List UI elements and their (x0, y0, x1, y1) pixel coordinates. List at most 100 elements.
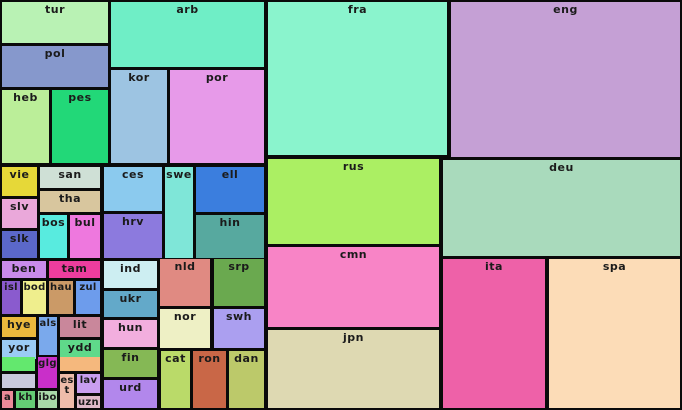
treemap-cell-swh[interactable]: swh (214, 309, 264, 348)
cell-label: pol (44, 47, 66, 60)
treemap-cell-slk[interactable]: slk (2, 231, 37, 258)
cell-label: zul (79, 282, 97, 293)
treemap-cell-tam[interactable]: tam (49, 261, 100, 278)
cell-label: nor (173, 310, 197, 323)
cell-label: bul (74, 216, 96, 229)
treemap-cell-glg[interactable]: glg (38, 357, 57, 388)
cell-label: kh (18, 392, 33, 403)
treemap-cell-ita[interactable]: ita (443, 259, 545, 408)
treemap-cell-ydd[interactable]: ydd (60, 340, 100, 359)
treemap-cell-lav[interactable]: lav (77, 374, 100, 393)
treemap-cell-arb[interactable]: arb (111, 2, 264, 67)
treemap-cell-ibo[interactable]: ibo (38, 391, 57, 408)
treemap-cell-unlabeled-39[interactable] (2, 374, 35, 388)
treemap-cell-uzn[interactable]: uzn (77, 396, 100, 408)
cell-label: glg (38, 358, 57, 369)
cell-label: vie (9, 168, 30, 181)
cell-label: deu (549, 161, 574, 174)
cell-label: swh (225, 310, 253, 323)
cell-label: por (205, 71, 229, 84)
treemap-cell-yor[interactable]: yor (2, 340, 36, 359)
cell-label: als (39, 318, 57, 329)
treemap-cell-fra[interactable]: fra (268, 2, 447, 155)
cell-label: bod (23, 282, 46, 293)
treemap-cell-por[interactable]: por (170, 70, 264, 163)
cell-label: lav (79, 375, 98, 386)
treemap-cell-heb[interactable]: heb (2, 90, 49, 163)
treemap-cell-srp[interactable]: srp (214, 259, 264, 306)
cell-label: rus (342, 160, 365, 173)
treemap-cell-deu[interactable]: deu (443, 160, 680, 256)
cell-label: a (3, 392, 12, 403)
treemap-cell-spa[interactable]: spa (549, 259, 680, 408)
treemap-cell-est[interactable]: est (60, 374, 74, 408)
treemap-cell-ron[interactable]: ron (193, 351, 226, 408)
cell-label: ind (120, 262, 141, 275)
treemap-cell-ukr[interactable]: ukr (104, 291, 157, 317)
cell-label: bos (41, 216, 66, 229)
cell-label: hin (219, 216, 241, 229)
treemap-cell-als[interactable]: als (39, 317, 57, 355)
treemap-cell-kh[interactable]: kh (16, 391, 35, 408)
cell-label: swe (166, 168, 192, 181)
cell-label: uzn (78, 397, 99, 408)
treemap-cell-vie[interactable]: vie (2, 167, 37, 196)
treemap-cell-bos[interactable]: bos (40, 215, 67, 258)
treemap-cell-slv[interactable]: slv (2, 199, 37, 228)
treemap-cell-hun[interactable]: hun (104, 320, 157, 347)
treemap-cell-a[interactable]: a (2, 391, 13, 408)
treemap-cell-cmn[interactable]: cmn (268, 247, 439, 327)
cell-label: spa (602, 260, 627, 273)
treemap-cell-lit[interactable]: lit (60, 317, 100, 337)
treemap-cell-eng[interactable]: eng (451, 2, 680, 157)
treemap-cell-pes[interactable]: pes (52, 90, 108, 163)
treemap-cell-bod[interactable]: bod (23, 281, 46, 314)
cell-label: pes (68, 91, 92, 104)
treemap-cell-unlabeled-38[interactable] (2, 357, 35, 371)
treemap-cell-kor[interactable]: kor (111, 70, 167, 163)
cell-label: urd (119, 381, 142, 394)
cell-label: cmn (339, 248, 368, 261)
treemap-cell-bul[interactable]: bul (70, 215, 100, 258)
cell-label: isl (4, 282, 18, 293)
treemap-cell-rus[interactable]: rus (268, 159, 439, 244)
cell-label: tur (44, 3, 65, 16)
treemap-cell-zul[interactable]: zul (76, 281, 100, 314)
treemap-cell-tur[interactable]: tur (2, 2, 108, 43)
treemap-cell-hrv[interactable]: hrv (104, 214, 162, 258)
cell-label: dan (234, 352, 259, 365)
treemap-cell-fin[interactable]: fin (104, 350, 157, 377)
treemap-cell-pol[interactable]: pol (2, 46, 108, 87)
treemap-cell-san[interactable]: san (40, 167, 100, 188)
cell-label: cat (165, 352, 186, 365)
treemap-cell-dan[interactable]: dan (229, 351, 264, 408)
treemap-cell-ell[interactable]: ell (196, 167, 264, 212)
treemap-cell-nor[interactable]: nor (160, 309, 210, 348)
treemap-cell-nld[interactable]: nld (160, 259, 210, 306)
treemap-cell-hye[interactable]: hye (2, 317, 36, 337)
treemap-cell-tha[interactable]: tha (40, 191, 100, 212)
cell-label: tha (58, 192, 81, 205)
treemap-cell-ben[interactable]: ben (2, 261, 46, 278)
treemap-cell-unlabeled-44[interactable] (60, 357, 100, 371)
treemap-cell-swe[interactable]: swe (165, 167, 193, 258)
treemap-cell-hau[interactable]: hau (49, 281, 73, 314)
cell-label: yor (8, 341, 30, 354)
cell-label: san (58, 168, 82, 181)
treemap-cell-cat[interactable]: cat (161, 351, 190, 408)
cell-label: ell (221, 168, 239, 181)
cell-label: heb (13, 91, 38, 104)
cell-label: ben (11, 262, 37, 275)
cell-label: kor (128, 71, 150, 84)
treemap-cell-hin[interactable]: hin (196, 215, 264, 258)
treemap-cell-ind[interactable]: ind (104, 261, 157, 288)
treemap-cell-ces[interactable]: ces (104, 167, 162, 211)
treemap-cell-urd[interactable]: urd (104, 380, 157, 408)
treemap-cell-isl[interactable]: isl (2, 281, 20, 314)
cell-label: arb (176, 3, 199, 16)
cell-label: slk (9, 232, 30, 245)
cell-label: fin (121, 351, 140, 364)
cell-label: jpn (343, 331, 364, 344)
treemap-cell-jpn[interactable]: jpn (268, 330, 439, 408)
